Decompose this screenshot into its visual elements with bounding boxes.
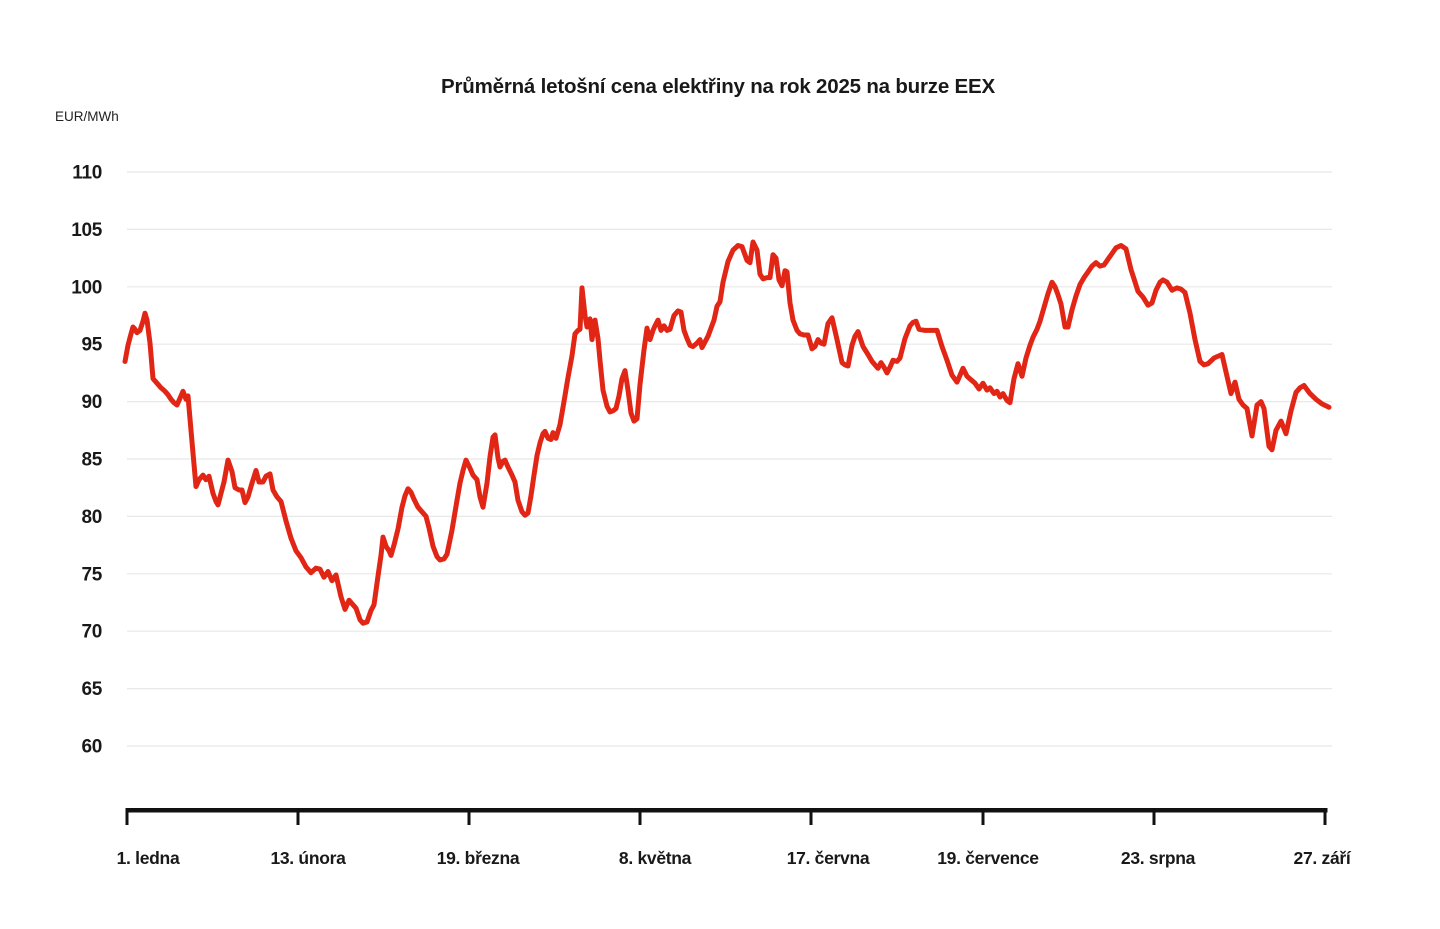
y-tick-label: 75 xyxy=(81,564,102,585)
x-axis-tick xyxy=(467,811,471,825)
gridlines xyxy=(127,171,1332,747)
x-tick-label: 17. června xyxy=(787,848,870,868)
y-tick-label: 65 xyxy=(81,679,102,700)
price-line-series xyxy=(122,239,1332,626)
chart-title: Průměrná letošní cena elektřiny na rok 2… xyxy=(441,75,995,98)
x-axis-tick xyxy=(638,811,642,825)
x-tick-label: 1. ledna xyxy=(117,848,180,868)
y-axis-unit-label: EUR/MWh xyxy=(55,109,119,124)
x-tick-label: 8. května xyxy=(619,848,692,868)
y-tick-label: 70 xyxy=(81,622,102,643)
x-axis-line xyxy=(125,808,1328,813)
y-tick-label: 110 xyxy=(72,163,102,184)
x-tick-label: 19. července xyxy=(937,848,1039,868)
x-tick-label: 23. srpna xyxy=(1121,848,1196,868)
y-tick-label: 60 xyxy=(81,737,102,758)
x-axis-tick xyxy=(809,811,813,825)
x-axis: 1. ledna 13. února 19. března 8. května 17. … xyxy=(117,808,1352,868)
y-tick-label: 105 xyxy=(71,220,103,241)
x-axis-tick xyxy=(1323,811,1327,825)
x-tick-label: 27. září xyxy=(1294,848,1352,868)
x-axis-tick xyxy=(981,811,985,825)
x-axis-tick xyxy=(1152,811,1156,825)
y-tick-label: 100 xyxy=(71,277,102,298)
y-axis-tick-labels: 110 105 100 95 90 85 80 75 70 65 60 xyxy=(71,163,103,758)
x-tick-label: 13. února xyxy=(270,848,346,868)
y-tick-label: 85 xyxy=(81,450,102,471)
y-tick-label: 90 xyxy=(81,392,102,413)
x-axis-tick xyxy=(125,811,129,825)
price-line xyxy=(122,239,1332,626)
y-tick-label: 95 xyxy=(81,335,102,356)
x-axis-tick xyxy=(296,811,300,825)
x-tick-label: 19. března xyxy=(437,848,520,868)
y-tick-label: 80 xyxy=(81,507,102,528)
